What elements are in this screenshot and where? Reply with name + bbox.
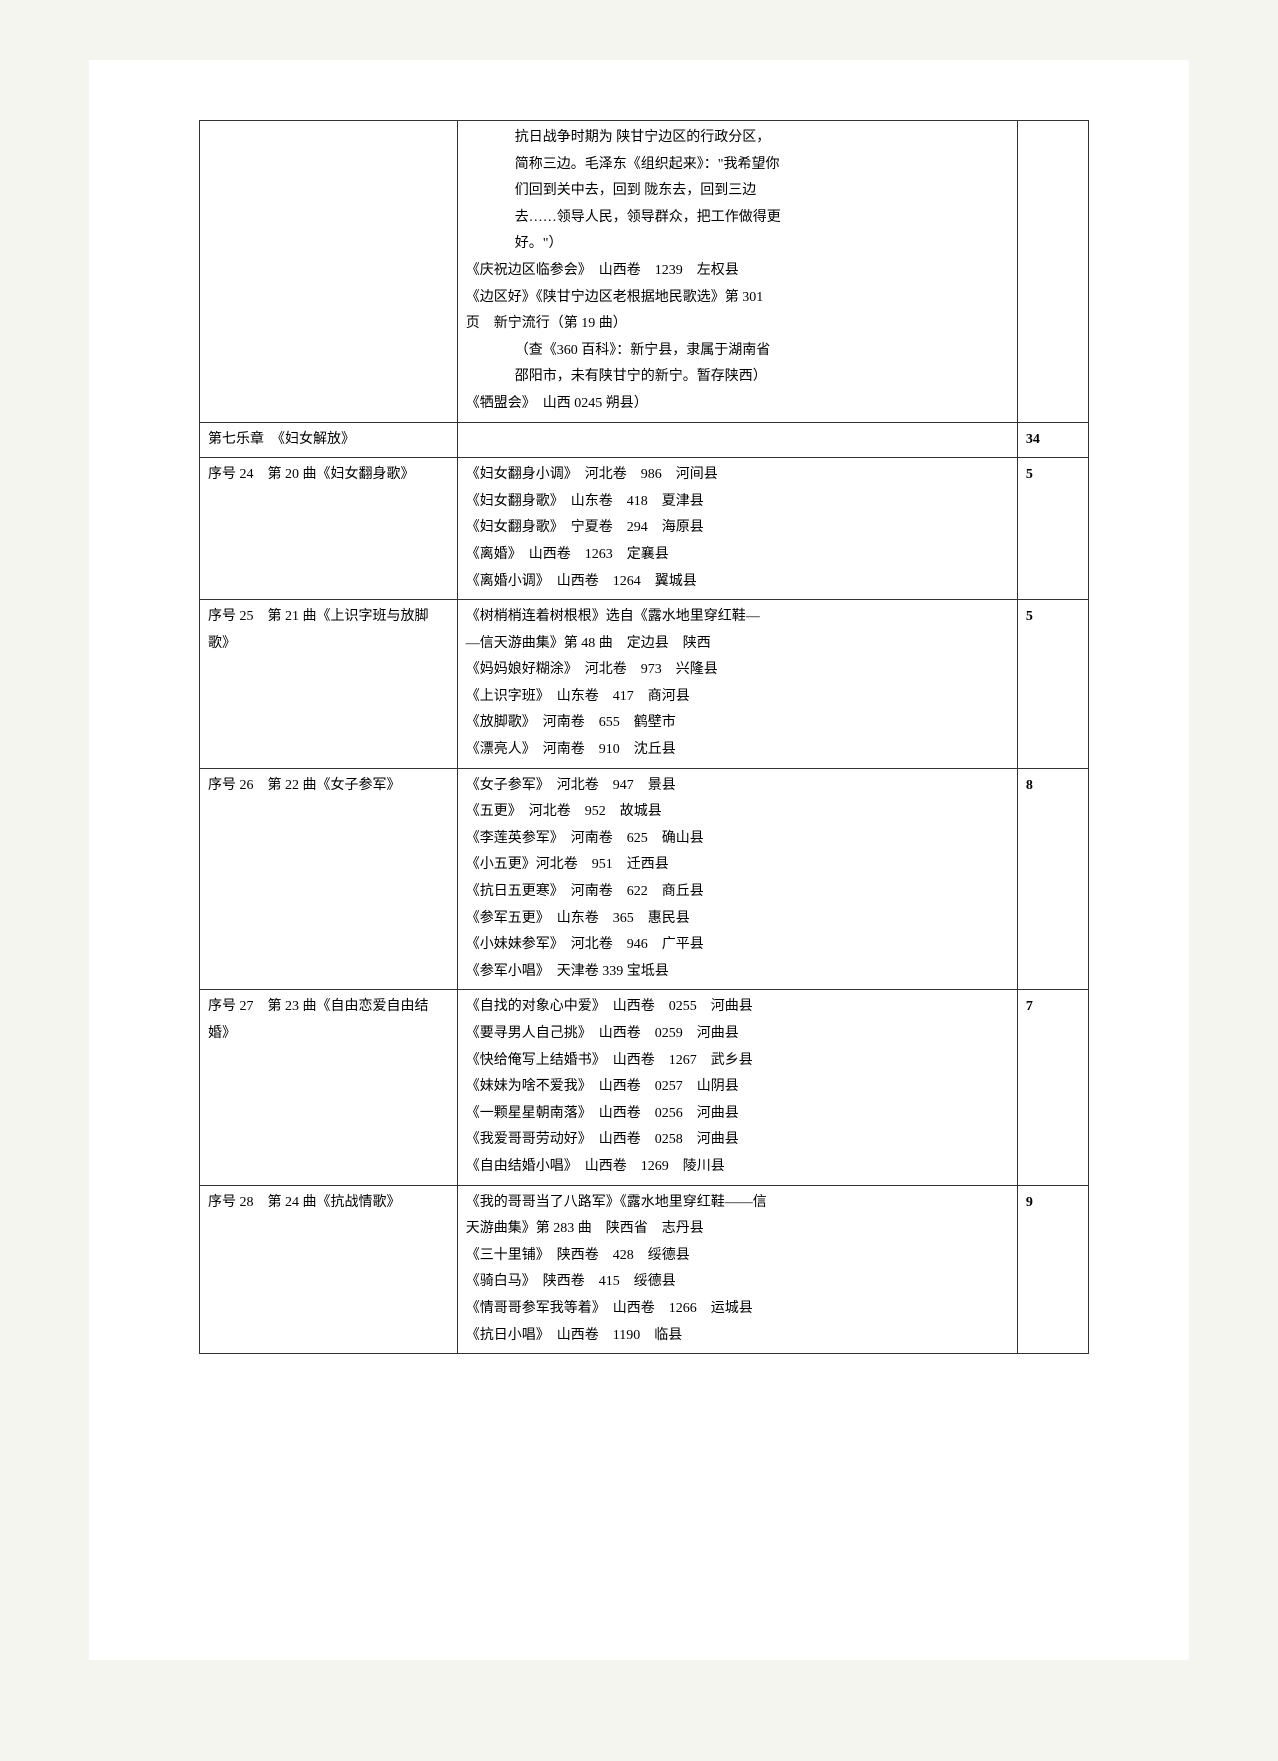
table-row: 抗日战争时期为 陕甘宁边区的行政分区，简称三边。毛泽东《组织起来》："我希望你们… [200,121,1089,423]
content-line: 《妇女翻身歌》 宁夏卷 294 海原县 [466,515,1009,542]
content-line: 《漂亮人》 河南卷 910 沈丘县 [466,737,1009,764]
content-line: 们回到关中去，回到 陇东去，回到三边 [466,178,1009,205]
row-left: 序号 25 第 21 曲《上识字班与放脚歌》 [200,600,458,769]
content-line: 《快给俺写上结婚书》 山西卷 1267 武乡县 [466,1048,1009,1075]
content-line: 《李莲英参军》 河南卷 625 确山县 [466,826,1009,853]
row-left: 序号 24 第 20 曲《妇女翻身歌》 [200,458,458,600]
content-line: 《五更》 河北卷 952 故城县 [466,799,1009,826]
row-count: 5 [1017,600,1088,769]
row-middle: 《妇女翻身小调》 河北卷 986 河间县《妇女翻身歌》 山东卷 418 夏津县《… [457,458,1017,600]
row-count: 7 [1017,990,1088,1185]
content-line: 《牺盟会》 山西 0245 朔县） [466,391,1009,418]
content-line: 《女子参军》 河北卷 947 景县 [466,773,1009,800]
row-middle: 《树梢梢连着树根根》选自《露水地里穿红鞋——信天游曲集》第 48 曲 定边县 陕… [457,600,1017,769]
content-line: 简称三边。毛泽东《组织起来》："我希望你 [466,152,1009,179]
row-left: 序号 27 第 23 曲《自由恋爱自由结婚》 [200,990,458,1185]
content-line: 《一颗星星朝南落》 山西卷 0256 河曲县 [466,1101,1009,1128]
row-left: 第七乐章 《妇女解放》 [200,422,458,458]
row-middle: 《女子参军》 河北卷 947 景县《五更》 河北卷 952 故城县《李莲英参军》… [457,768,1017,990]
content-line: 《树梢梢连着树根根》选自《露水地里穿红鞋— [466,604,1009,631]
content-line: 《放脚歌》 河南卷 655 鹤壁市 [466,710,1009,737]
content-line: 《我的哥哥当了八路军》《露水地里穿红鞋——信 [466,1190,1009,1217]
content-line: 《骑白马》 陕西卷 415 绥德县 [466,1269,1009,1296]
row-middle: 抗日战争时期为 陕甘宁边区的行政分区，简称三边。毛泽东《组织起来》："我希望你们… [457,121,1017,423]
table-row: 序号 25 第 21 曲《上识字班与放脚歌》《树梢梢连着树根根》选自《露水地里穿… [200,600,1089,769]
content-line: 邵阳市，未有陕甘宁的新宁。暂存陕西） [466,364,1009,391]
content-line: 《妇女翻身小调》 河北卷 986 河间县 [466,462,1009,489]
content-line: 抗日战争时期为 陕甘宁边区的行政分区， [466,125,1009,152]
content-line: 《抗日小唱》 山西卷 1190 临县 [466,1323,1009,1350]
row-middle: 《我的哥哥当了八路军》《露水地里穿红鞋——信天游曲集》第 283 曲 陕西省 志… [457,1185,1017,1354]
table-body: 抗日战争时期为 陕甘宁边区的行政分区，简称三边。毛泽东《组织起来》："我希望你们… [200,121,1089,1354]
table-row: 序号 27 第 23 曲《自由恋爱自由结婚》《自找的对象心中爱》 山西卷 025… [200,990,1089,1185]
row-left: 序号 26 第 22 曲《女子参军》 [200,768,458,990]
table-row: 第七乐章 《妇女解放》 34 [200,422,1089,458]
content-line: —信天游曲集》第 48 曲 定边县 陕西 [466,631,1009,658]
table-row: 序号 28 第 24 曲《抗战情歌》《我的哥哥当了八路军》《露水地里穿红鞋——信… [200,1185,1089,1354]
row-count: 34 [1017,422,1088,458]
content-line: 《离婚小调》 山西卷 1264 翼城县 [466,569,1009,596]
content-line: 《自找的对象心中爱》 山西卷 0255 河曲县 [466,994,1009,1021]
content-line: 《上识字班》 山东卷 417 商河县 [466,684,1009,711]
content-line: 《抗日五更寒》 河南卷 622 商丘县 [466,879,1009,906]
content-line: 《边区好》《陕甘宁边区老根据地民歌选》第 301 [466,285,1009,312]
content-line: 《情哥哥参军我等着》 山西卷 1266 运城县 [466,1296,1009,1323]
row-count: 9 [1017,1185,1088,1354]
row-left [200,121,458,423]
table-row: 序号 26 第 22 曲《女子参军》《女子参军》 河北卷 947 景县《五更》 … [200,768,1089,990]
content-line: 《小五更》河北卷 951 迁西县 [466,852,1009,879]
row-middle [457,422,1017,458]
row-left: 序号 28 第 24 曲《抗战情歌》 [200,1185,458,1354]
content-line: 《离婚》 山西卷 1263 定襄县 [466,542,1009,569]
content-line: 《小妹妹参军》 河北卷 946 广平县 [466,932,1009,959]
content-line: 《参军五更》 山东卷 365 惠民县 [466,906,1009,933]
content-line: 《我爱哥哥劳动好》 山西卷 0258 河曲县 [466,1127,1009,1154]
row-middle: 《自找的对象心中爱》 山西卷 0255 河曲县《要寻男人自己挑》 山西卷 025… [457,990,1017,1185]
content-line: 《三十里铺》 陕西卷 428 绥德县 [466,1243,1009,1270]
content-line: 页 新宁流行（第 19 曲） [466,311,1009,338]
content-line: 《要寻男人自己挑》 山西卷 0259 河曲县 [466,1021,1009,1048]
content-line: 好。"） [466,231,1009,258]
content-line: 天游曲集》第 283 曲 陕西省 志丹县 [466,1216,1009,1243]
content-line: 《妹妹为啥不爱我》 山西卷 0257 山阴县 [466,1074,1009,1101]
content-line: （查《360 百科》：新宁县，隶属于湖南省 [466,338,1009,365]
row-count: 8 [1017,768,1088,990]
document-page: 抗日战争时期为 陕甘宁边区的行政分区，简称三边。毛泽东《组织起来》："我希望你们… [89,60,1189,1660]
content-table: 抗日战争时期为 陕甘宁边区的行政分区，简称三边。毛泽东《组织起来》："我希望你们… [199,120,1089,1354]
content-line: 《妈妈娘好糊涂》 河北卷 973 兴隆县 [466,657,1009,684]
table-row: 序号 24 第 20 曲《妇女翻身歌》《妇女翻身小调》 河北卷 986 河间县《… [200,458,1089,600]
content-line: 《庆祝边区临参会》 山西卷 1239 左权县 [466,258,1009,285]
row-count: 5 [1017,458,1088,600]
content-line: 《妇女翻身歌》 山东卷 418 夏津县 [466,489,1009,516]
content-line: 《自由结婚小唱》 山西卷 1269 陵川县 [466,1154,1009,1181]
content-line: 《参军小唱》 天津卷 339 宝坻县 [466,959,1009,986]
content-line: 去……领导人民，领导群众，把工作做得更 [466,205,1009,232]
row-count [1017,121,1088,423]
